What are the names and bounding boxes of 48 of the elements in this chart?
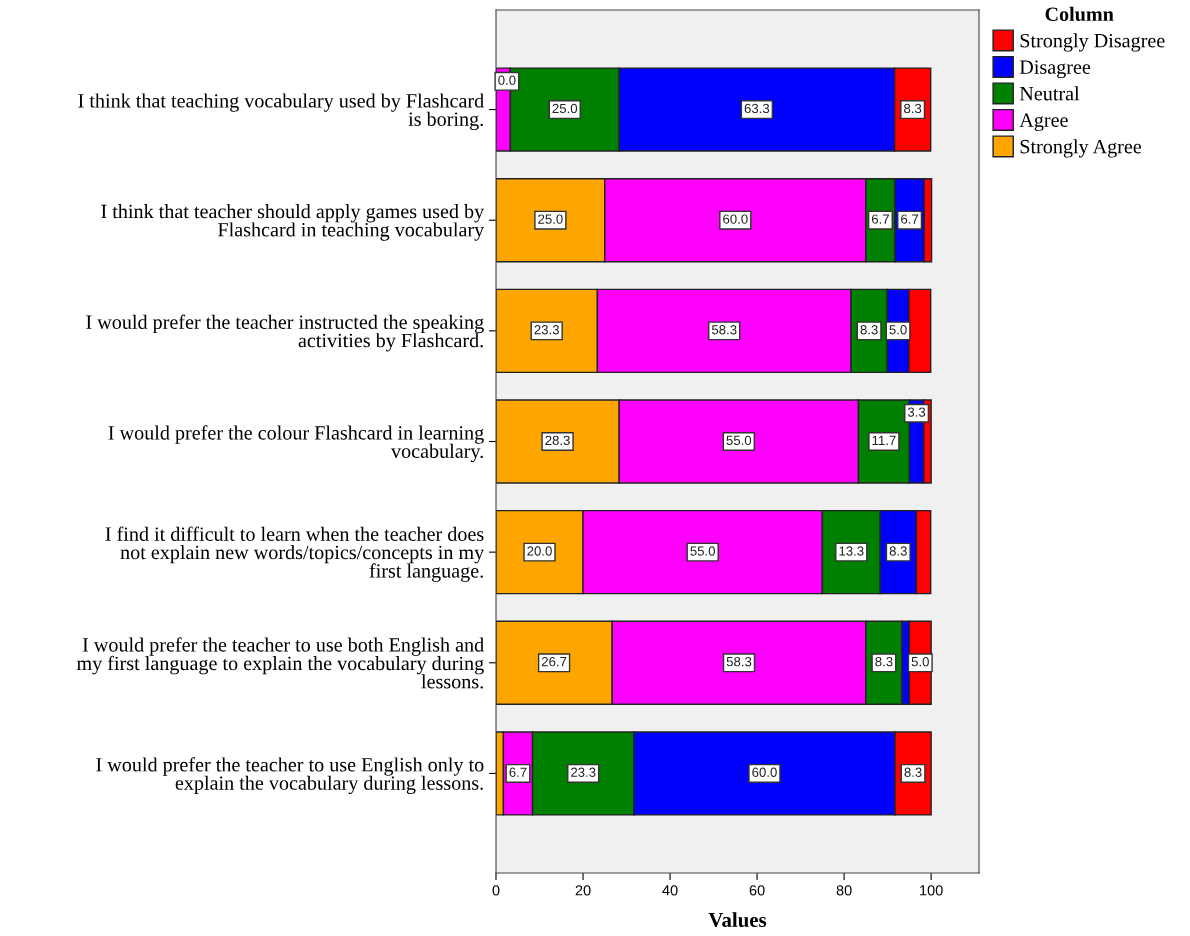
legend-label: Strongly Agree <box>1020 139 1142 158</box>
data-label: 6.7 <box>901 214 919 224</box>
data-label: 25.0 <box>552 103 578 114</box>
data-label: 8.3 <box>889 546 907 556</box>
legend-title: Column <box>1045 6 1114 22</box>
data-label: 60.0 <box>752 767 777 777</box>
legend-label: Neutral <box>1019 86 1080 101</box>
data-label: 8.3 <box>904 767 922 777</box>
data-label: 60.0 <box>723 214 748 224</box>
y-tick-label: I find it difficult to learn when the teacher does not explain new words/topics/concepts in my first language. <box>105 526 485 582</box>
y-tick-label: I would prefer the colour Flashcard in learning vocabulary. <box>108 425 484 463</box>
data-label: 5.0 <box>889 325 907 335</box>
data-label: 13.3 <box>839 546 864 556</box>
data-label: 8.3 <box>875 656 893 667</box>
data-label: 23.3 <box>571 767 596 777</box>
legend-label: Strongly Disagree <box>1020 33 1165 52</box>
y-tick-label: I would prefer the teacher to use both English and my first language to explain the vocabulary during lessons. <box>76 637 484 689</box>
data-label: 3.3 <box>907 407 926 417</box>
y-tick-label: I think that teaching vocabulary used by Flashcard is boring. <box>78 93 484 131</box>
data-label: 63.3 <box>744 103 770 114</box>
data-label: 55.0 <box>690 546 716 556</box>
y-tick-label: I would prefer the teacher instructed the speaking activities by Flashcard. <box>86 314 484 352</box>
data-label: 58.3 <box>726 656 752 667</box>
x-tick-label: 60 <box>749 885 765 896</box>
data-label: 55.0 <box>726 435 752 446</box>
data-label: 8.3 <box>904 103 922 114</box>
data-label: 20.0 <box>527 546 552 556</box>
data-label: 23.3 <box>534 325 559 335</box>
data-label: 58.3 <box>711 325 737 335</box>
annotation: 0.0 <box>498 75 516 85</box>
data-label: 26.7 <box>541 656 567 667</box>
data-label: 6.7 <box>871 214 889 224</box>
legend-label: Disagree <box>1019 60 1091 79</box>
data-label: 8.3 <box>860 325 878 335</box>
x-axis-title: Values <box>708 912 767 928</box>
x-tick-label: 40 <box>662 885 678 896</box>
x-tick-label: 20 <box>575 885 591 896</box>
data-label: 6.7 <box>509 767 527 777</box>
data-label: 25.0 <box>538 214 563 224</box>
x-tick-label: 0 <box>492 885 500 896</box>
x-tick-label: 80 <box>836 885 852 896</box>
y-tick-label: I would prefer the teacher to use English only to explain the vocabulary during lessons. <box>96 757 484 795</box>
x-tick-label: 100 <box>920 885 943 896</box>
y-tick-label: I think that teacher should apply games used by Flashcard in teaching vocabulary <box>101 204 485 241</box>
legend-label: Agree <box>1019 113 1068 132</box>
data-label: 5.0 <box>911 656 929 667</box>
data-label: 11.7 <box>872 435 896 445</box>
data-label: 28.3 <box>545 435 570 446</box>
